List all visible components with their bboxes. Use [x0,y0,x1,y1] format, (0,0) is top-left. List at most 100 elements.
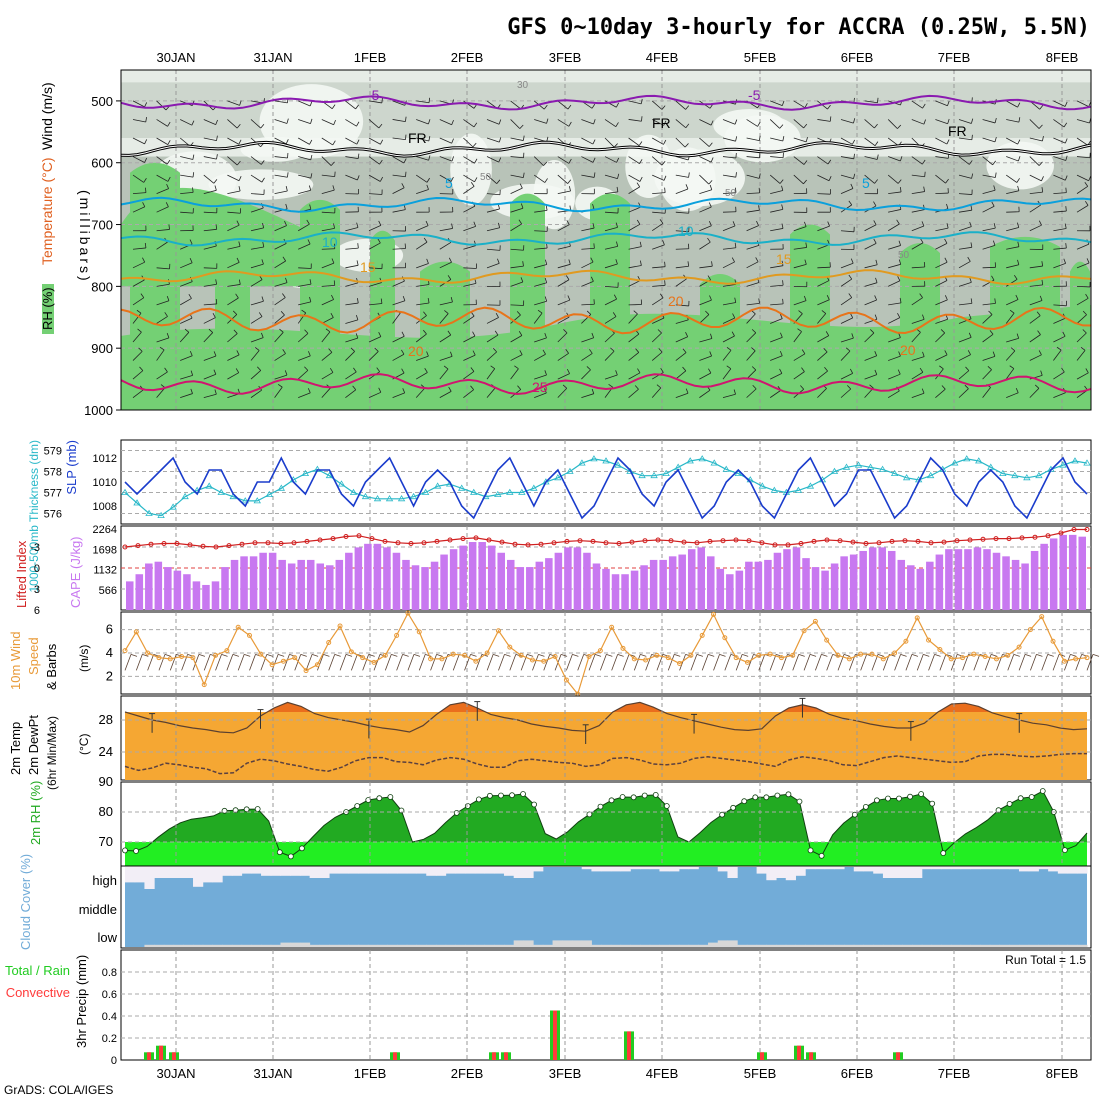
wind-barb-flag [616,157,620,163]
wind-barb [345,174,360,181]
cloud-high-bar [1018,867,1030,872]
wind-barb-staff [935,227,949,232]
wind-barb [958,173,974,179]
wind-barb-flag [140,293,145,298]
cape-bar [135,574,144,610]
wind-barb-flag [853,173,856,179]
wind-barb-staff [699,174,710,185]
cape-bar [335,559,344,610]
wind-barb-staff [321,284,335,287]
wind-barb [770,100,785,106]
wind-barb-staff [628,223,641,232]
wind-barb-flag [874,369,878,375]
wind-barb-staff [581,280,594,287]
wind-barb-staff [250,246,264,250]
li-point [1071,527,1077,532]
wind10m-barb-staff [543,654,551,671]
wind-barb [203,279,218,287]
wind-barb [132,117,147,123]
wind-barb-flag [537,309,543,314]
wind-barb-flag [261,332,264,338]
wind-barb [840,293,853,306]
wind-barb [935,223,949,232]
wind-barb-staff [911,100,923,109]
wind-barb-flag [144,102,148,108]
wind-barb [911,221,925,232]
wind10m-barb [792,653,805,671]
wind10m-barb-staff [271,654,279,671]
wind-barb-staff [392,392,405,399]
cloud-low-bar [494,944,505,947]
cape-bar [735,570,744,610]
li-point [772,542,778,548]
wind-barb [1029,244,1044,250]
cape-bar [1030,550,1039,610]
wind-barb-staff [1076,297,1089,306]
li-point [356,533,362,539]
wind-barb-flag [285,139,289,145]
wind-barb-flag [939,365,944,370]
cloud-high-bar [1028,867,1039,872]
rh-dry-pocket [450,133,492,206]
wind10m-barb [226,653,239,671]
wind-barb [1053,281,1067,287]
cloud-high-bar [1077,867,1088,874]
wind-barb-flag [615,122,619,127]
contour-label: FR [948,123,967,139]
wind-barb-flag [992,240,996,246]
wind-barb [156,156,171,165]
cloud-low-bar [902,944,913,947]
wind-barb-flag [1038,124,1043,129]
precip-axis-label: 3hr Precip (mm) [74,955,89,1048]
thickness-point [277,484,286,491]
cloud-high-bar [193,867,204,887]
wind-barb-staff [557,119,570,127]
wind-barb-staff [132,119,146,123]
wind-barb-staff [463,119,475,128]
wind-barb-flag [451,119,454,125]
rh2m-point [641,792,648,799]
wind-barb-flag [688,172,690,178]
cape-bar [687,549,696,610]
wind-barb-staff [722,192,736,195]
wind-barb-staff [911,191,925,195]
wind-barb [817,366,828,380]
wind-barb-flag [781,204,784,210]
wind10m-barb [498,653,511,671]
wind-barb [274,256,287,269]
wind-barb [864,154,879,160]
wind-barb-flag [1041,261,1044,267]
wind-barb [628,368,641,380]
wind10m-point [428,656,434,662]
wind-barb [770,368,783,380]
wind-barb [392,226,406,232]
wind-barb-staff [840,388,851,398]
wind-barb [793,188,808,195]
wind10m-panel: 642 10m Wind Speed & Barbs (m/s) [8,610,1100,697]
cape-bar [840,556,848,610]
wind10m-barb-staff [758,654,766,671]
wind-barb-flag [1017,222,1020,228]
wind-barb [392,243,406,250]
wind-barb-staff [345,137,358,145]
wind-barb-flag [970,242,973,248]
cape-bar [916,568,925,610]
wind10m-point [948,656,954,662]
wind-barb-flag [215,119,218,125]
cloud-low-bar [416,944,427,947]
contour-label: 5 [445,175,453,191]
cape-bar [1011,559,1020,610]
wind-barb [1006,333,1020,343]
wind-barb-staff [604,119,617,127]
cape-bar [173,570,182,610]
wind-barb-staff [368,391,382,399]
wind-barb [463,367,475,380]
wind-barb-staff [227,174,240,182]
wind-barb [864,329,875,343]
wind-barb-flag [586,366,591,371]
wind-barb [935,100,950,107]
thickness-point [926,471,935,479]
cloud-low-bar [659,944,670,947]
wind-barb [722,297,737,306]
wind-barb-staff [817,313,827,324]
